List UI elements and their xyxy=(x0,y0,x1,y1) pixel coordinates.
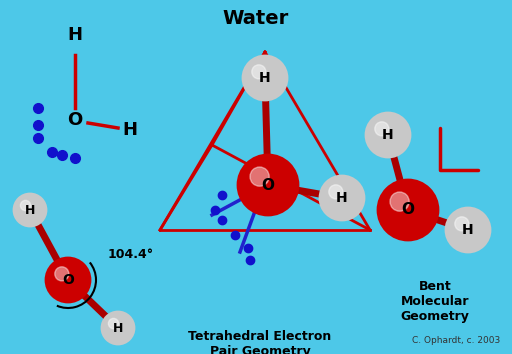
Circle shape xyxy=(109,318,119,329)
Text: H: H xyxy=(462,223,474,237)
Circle shape xyxy=(250,167,269,186)
Circle shape xyxy=(20,200,31,211)
Text: H: H xyxy=(25,204,35,217)
Text: H: H xyxy=(259,71,271,85)
Text: O: O xyxy=(262,177,274,193)
Circle shape xyxy=(375,122,389,136)
Circle shape xyxy=(455,217,469,231)
Text: H: H xyxy=(113,321,123,335)
Text: H: H xyxy=(382,128,394,142)
Text: 104.4°: 104.4° xyxy=(108,249,154,262)
Text: H: H xyxy=(336,191,348,205)
Text: Bent
Molecular
Geometry: Bent Molecular Geometry xyxy=(400,280,470,323)
Circle shape xyxy=(14,194,46,226)
Text: O: O xyxy=(401,202,415,217)
Circle shape xyxy=(329,185,343,199)
Circle shape xyxy=(46,258,90,302)
Text: O: O xyxy=(62,273,74,287)
Text: Tetrahedral Electron
Pair Geometry: Tetrahedral Electron Pair Geometry xyxy=(188,330,332,354)
Circle shape xyxy=(102,312,134,344)
Circle shape xyxy=(446,208,490,252)
Circle shape xyxy=(55,267,69,281)
Circle shape xyxy=(243,56,287,100)
Text: O: O xyxy=(68,111,82,129)
Circle shape xyxy=(320,176,364,220)
Circle shape xyxy=(252,65,266,79)
Text: H: H xyxy=(122,121,138,139)
Text: C. Ophardt, c. 2003: C. Ophardt, c. 2003 xyxy=(412,336,500,345)
Circle shape xyxy=(238,155,298,215)
Circle shape xyxy=(366,113,410,157)
Circle shape xyxy=(378,180,438,240)
Circle shape xyxy=(390,192,409,211)
Text: Water: Water xyxy=(223,8,289,28)
Text: H: H xyxy=(68,26,82,44)
